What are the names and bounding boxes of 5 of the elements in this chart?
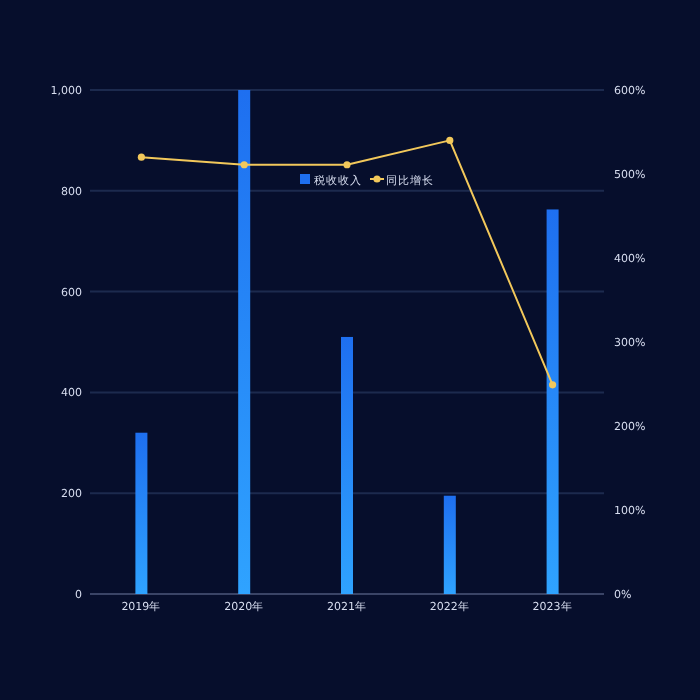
point xyxy=(343,161,351,169)
point xyxy=(240,161,248,169)
point xyxy=(137,153,145,161)
point xyxy=(446,136,454,144)
point xyxy=(549,381,557,389)
